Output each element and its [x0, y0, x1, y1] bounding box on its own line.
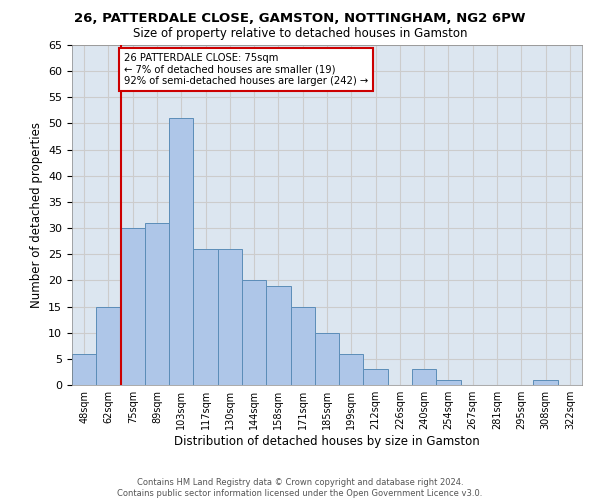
X-axis label: Distribution of detached houses by size in Gamston: Distribution of detached houses by size … [174, 435, 480, 448]
Bar [121, 228, 145, 385]
Y-axis label: Number of detached properties: Number of detached properties [29, 122, 43, 308]
Bar [96, 306, 121, 385]
Bar [169, 118, 193, 385]
Text: 26, PATTERDALE CLOSE, GAMSTON, NOTTINGHAM, NG2 6PW: 26, PATTERDALE CLOSE, GAMSTON, NOTTINGHA… [74, 12, 526, 26]
Bar [193, 249, 218, 385]
Bar [436, 380, 461, 385]
Text: Size of property relative to detached houses in Gamston: Size of property relative to detached ho… [133, 28, 467, 40]
Bar [315, 332, 339, 385]
Bar [145, 223, 169, 385]
Bar [364, 370, 388, 385]
Text: 26 PATTERDALE CLOSE: 75sqm
← 7% of detached houses are smaller (19)
92% of semi-: 26 PATTERDALE CLOSE: 75sqm ← 7% of detac… [124, 53, 368, 86]
Bar [412, 370, 436, 385]
Bar [266, 286, 290, 385]
Bar [218, 249, 242, 385]
Bar [72, 354, 96, 385]
Text: Contains HM Land Registry data © Crown copyright and database right 2024.
Contai: Contains HM Land Registry data © Crown c… [118, 478, 482, 498]
Bar [339, 354, 364, 385]
Bar [290, 306, 315, 385]
Bar [533, 380, 558, 385]
Bar [242, 280, 266, 385]
